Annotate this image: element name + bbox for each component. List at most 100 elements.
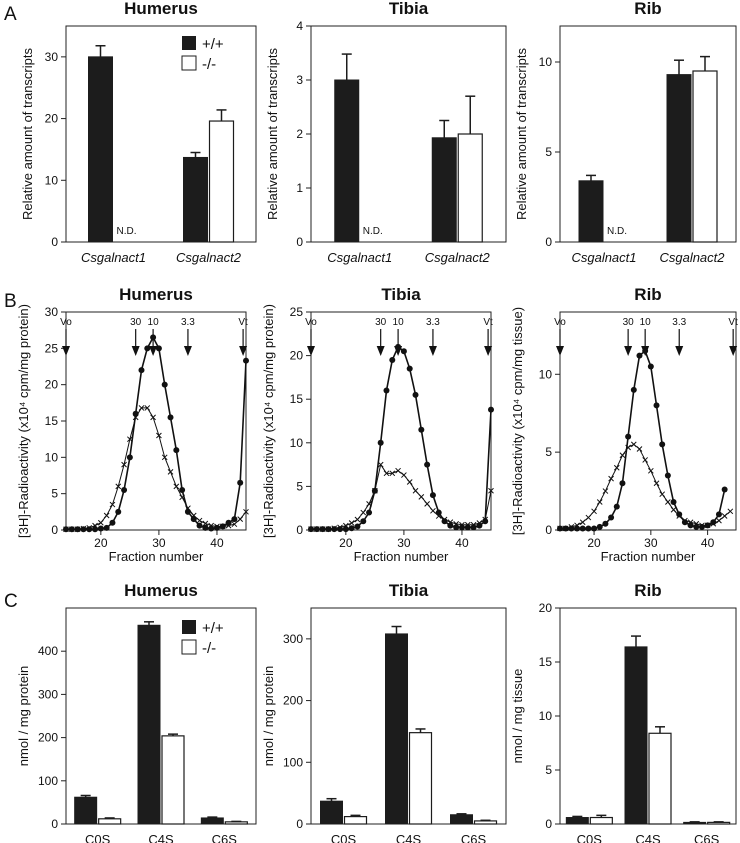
category-label: C4S — [635, 832, 661, 843]
data-point-ko — [319, 526, 326, 532]
data-point-wt — [243, 357, 249, 364]
data-point-wt — [109, 519, 116, 526]
data-point-wt — [196, 522, 203, 529]
data-point-ko — [447, 519, 454, 526]
series-line-dot — [311, 345, 492, 530]
data-point-ko — [721, 513, 728, 519]
bar-chart-tibia-a: Tibia 0 1 2 3 4 Relative amount of transcripts… — [265, 0, 507, 265]
data-point-ko — [430, 507, 436, 514]
bar-ko — [408, 732, 433, 825]
chart-title: Rib — [634, 0, 661, 18]
data-point-ko — [337, 524, 343, 531]
data-point-ko — [308, 526, 314, 532]
data-point-wt — [331, 526, 338, 533]
y-tick-label: 10 — [539, 709, 553, 723]
bar-ko — [98, 818, 122, 825]
data-point-wt — [482, 518, 489, 525]
series-line-cross — [311, 463, 492, 530]
data-point-wt — [144, 345, 151, 352]
data-point-ko — [161, 454, 168, 461]
bar-wt — [183, 156, 208, 243]
bar-wt — [334, 79, 360, 243]
data-point-wt — [208, 525, 215, 532]
marker-label: 30 — [623, 317, 635, 328]
data-point-wt — [591, 525, 598, 532]
y-tick-label: 1 — [296, 181, 303, 195]
data-point-ko — [441, 516, 448, 523]
y-axis-label: nmol / mg tissue — [510, 669, 525, 764]
data-point-ko — [591, 508, 597, 515]
y-axis-label: Relative amount of transcripts — [265, 48, 280, 220]
y-tick-label: 10 — [290, 436, 304, 450]
bar-ko — [707, 821, 731, 825]
data-point-ko — [74, 526, 81, 533]
y-tick-label: 0 — [545, 817, 552, 831]
x-axis-label: Fraction number — [109, 549, 204, 564]
y-tick-label: 2 — [296, 127, 303, 141]
x-tick-label: 30 — [644, 536, 658, 550]
data-point-wt — [115, 508, 122, 515]
data-point-ko — [179, 494, 185, 501]
data-point-wt — [395, 343, 402, 350]
data-point-ko — [727, 508, 734, 515]
plot-frame — [65, 25, 257, 243]
bar-wt — [683, 821, 707, 825]
y-tick-label: 0 — [296, 817, 303, 831]
data-point-wt — [202, 524, 209, 531]
data-point-ko — [459, 521, 465, 528]
chart-title: Humerus — [124, 581, 198, 600]
data-point-ko — [372, 487, 378, 494]
marker-label: Vt — [238, 317, 248, 328]
bar-ko — [692, 70, 718, 243]
category-label: C4S — [396, 832, 422, 843]
legend-swatch-ko — [181, 55, 197, 71]
data-point-wt — [97, 525, 104, 532]
data-point-ko — [366, 500, 372, 507]
data-point-wt — [126, 454, 133, 461]
data-point-wt — [636, 352, 643, 359]
data-point-ko — [156, 432, 162, 439]
data-point-ko — [354, 516, 361, 523]
y-tick-label: 200 — [283, 694, 303, 708]
y-tick-label: 25 — [45, 341, 59, 355]
y-tick-label: 10 — [45, 173, 59, 187]
y-tick-label: 0 — [545, 523, 552, 537]
marker-arrow-head — [183, 346, 192, 356]
data-point-ko — [121, 461, 127, 468]
y-tick-label: 15 — [290, 392, 304, 406]
bar-ko — [343, 815, 368, 825]
data-point-wt — [647, 363, 654, 370]
marker-arrow-head — [428, 346, 437, 356]
marker-label: 3.3 — [181, 317, 195, 328]
bar-chart-tibia-c: Tibia 0 100 200 300 nmol / mg protein C0S C4S C6… — [261, 581, 507, 843]
elution-chart-humerus: Humerus 0 5 10 15 20 25 30 20 30 40 Fraction number… — [16, 285, 249, 564]
data-point-wt — [354, 523, 361, 530]
y-tick-label: 0 — [51, 817, 58, 831]
data-point-ko — [377, 461, 384, 468]
data-point-wt — [424, 461, 431, 468]
chart-title: Rib — [634, 581, 661, 600]
data-point-ko — [185, 505, 191, 512]
data-point-ko — [144, 405, 151, 411]
category-label: Csgalnact2 — [176, 250, 242, 265]
marker-arrow-head — [376, 346, 385, 356]
data-point-wt — [579, 525, 586, 532]
y-tick-label: 20 — [539, 601, 553, 615]
data-point-ko — [453, 521, 460, 527]
y-axis-label: [3H]-Radioactivity (x10⁴ cpm/mg protein) — [16, 304, 31, 538]
category-label: C0S — [331, 832, 357, 843]
category-label: C0S — [85, 832, 111, 843]
data-point-ko — [109, 501, 116, 508]
y-tick-label: 10 — [45, 450, 59, 464]
marker-arrow-head — [149, 346, 158, 356]
marker-label: Vo — [305, 317, 317, 328]
data-point-wt — [167, 414, 174, 421]
data-point-ko — [464, 521, 471, 528]
data-point-wt — [231, 516, 238, 523]
y-axis-label: [3H]-Radioactivity (x10⁴ cpm/mg tissue) — [510, 307, 525, 535]
elution-chart-tibia: Tibia 0 5 10 15 20 25 20 30 40 Fraction number [3H]… — [261, 285, 494, 564]
data-point-ko — [418, 494, 425, 500]
data-point-ko — [596, 499, 603, 505]
chart-title: Tibia — [389, 581, 429, 600]
